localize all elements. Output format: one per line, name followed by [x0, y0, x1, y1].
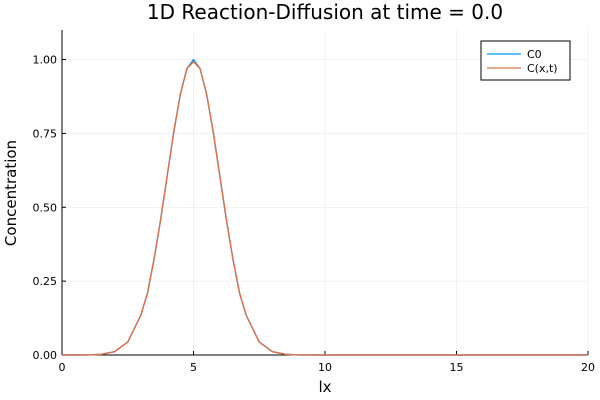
x-tick-label: 15: [450, 361, 464, 374]
y-axis-label: Concentration: [2, 140, 20, 246]
chart-title: 1D Reaction-Diffusion at time = 0.0: [147, 0, 503, 24]
y-tick-label: 1.00: [33, 54, 58, 67]
y-tick-label: 0.50: [33, 201, 58, 214]
series-layer: [62, 58, 588, 356]
x-tick-label: 10: [318, 361, 332, 374]
x-tick-label: 0: [59, 361, 66, 374]
x-axis-label: lx: [318, 378, 331, 396]
x-ticks: 0 5 10 15 20: [59, 351, 595, 374]
legend-label-cxt: C(x,t): [527, 62, 558, 75]
y-tick-label: 0.75: [33, 127, 58, 140]
x-tick-label: 20: [581, 361, 595, 374]
y-tick-label: 0.25: [33, 275, 58, 288]
x-tick-label: 5: [190, 361, 197, 374]
y-tick-label: 0.00: [33, 349, 58, 362]
legend-label-c0: C0: [527, 48, 542, 61]
y-ticks: 0.00 0.25 0.50 0.75 1.00: [33, 54, 66, 362]
legend-box: [480, 40, 571, 81]
series-line-cxt: [62, 60, 588, 356]
legend: C0 C(x,t): [480, 40, 571, 81]
